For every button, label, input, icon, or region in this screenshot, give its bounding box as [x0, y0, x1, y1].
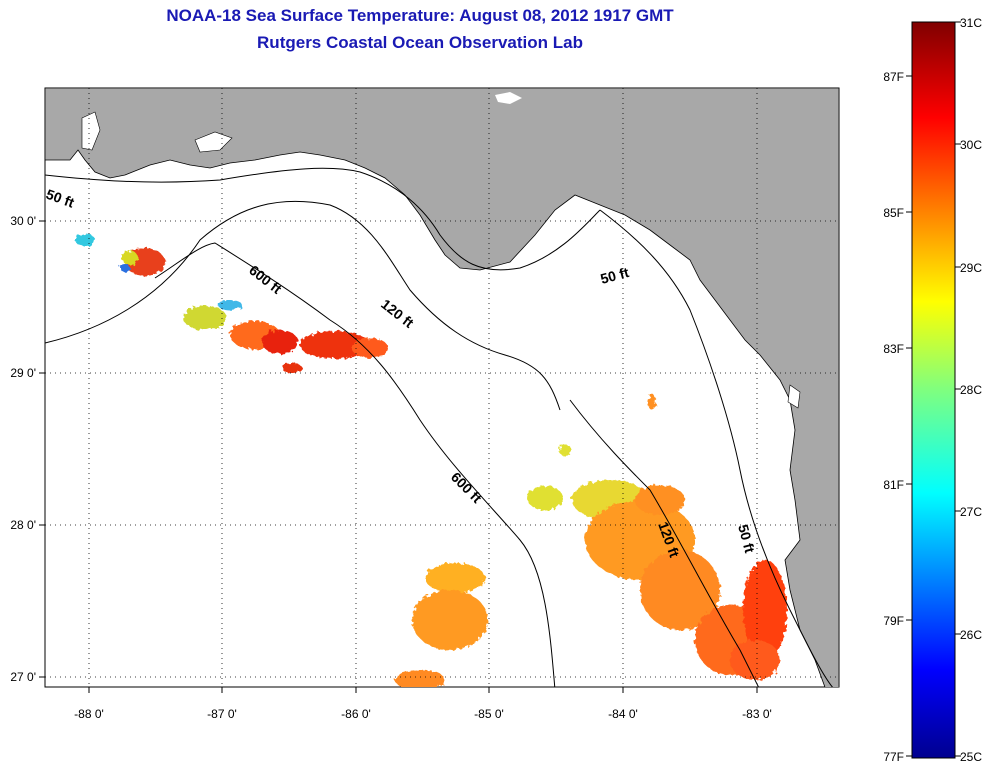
colorbar-f-label: 81F [883, 478, 904, 492]
colorbar-f-label: 87F [883, 70, 904, 84]
land-mass [45, 88, 839, 687]
contour-label: 50 ft [599, 264, 631, 287]
colorbar-c-label: 29C [960, 261, 982, 275]
contour-600ft [154, 242, 556, 687]
lon-tick-label: -87 0' [207, 707, 237, 721]
colorbar-c-label: 26C [960, 628, 982, 642]
lon-tick-label: -85 0' [474, 707, 504, 721]
contour-50ft-west [45, 167, 601, 271]
lon-tick-label: -86 0' [341, 707, 371, 721]
lat-tick-label: 29 0' [10, 366, 36, 380]
colorbar-c-label: 27C [960, 505, 982, 519]
contour-50ft-east [599, 209, 834, 687]
contour-label: 50 ft [735, 523, 758, 555]
map-subtitle: Rutgers Coastal Ocean Observation Lab [257, 33, 583, 52]
map-title: NOAA-18 Sea Surface Temperature: August … [166, 6, 674, 25]
colorbar-c-label: 31C [960, 16, 982, 30]
lake [495, 92, 522, 104]
contour-120ft [45, 200, 561, 411]
colorbar-f-label: 77F [883, 750, 904, 764]
lon-tick-label: -88 0' [74, 707, 104, 721]
colorbar [911, 21, 956, 759]
bay [194, 131, 233, 153]
contour-120ft-east [569, 399, 760, 687]
colorbar-f-label: 85F [883, 206, 904, 220]
axis-ticks [39, 220, 758, 693]
colorbar-c-label: 25C [960, 750, 982, 764]
lat-tick-label: 30 0' [10, 214, 36, 228]
colorbar-f-label: 83F [883, 342, 904, 356]
lon-tick-label: -84 0' [608, 707, 638, 721]
colorbar-f-label: 79F [883, 614, 904, 628]
lat-tick-label: 28 0' [10, 518, 36, 532]
lat-tick-label: 27 0' [10, 670, 36, 684]
bay [81, 111, 101, 151]
colorbar-c-label: 30C [960, 138, 982, 152]
lon-tick-label: -83 0' [742, 707, 772, 721]
colorbar-c-label: 28C [960, 383, 982, 397]
bay [787, 384, 801, 409]
colorbar-ticks [906, 21, 961, 757]
